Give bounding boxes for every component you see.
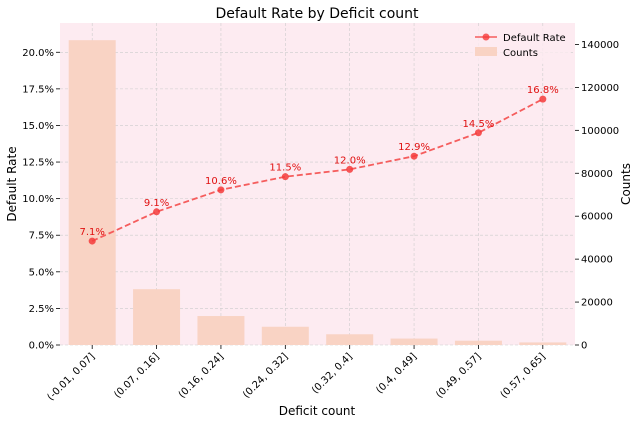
line-point: [346, 165, 354, 173]
line-series: 7.1% 9.1% 10.6% 11.5% 12.0% 12.9% 14.5% 16.8%: [79, 85, 559, 245]
bars: [68, 40, 567, 345]
x-tick-label: (0.07, 0.16]: [112, 351, 161, 400]
data-label: 9.1%: [144, 198, 169, 209]
data-label: 14.5%: [463, 119, 495, 130]
line-point: [88, 237, 96, 245]
y-left-tick-label: 7.5%: [29, 231, 54, 242]
y-left-tick-label: 10.0%: [22, 194, 54, 205]
data-label: 12.9%: [398, 142, 430, 153]
default-rate-line: [91, 98, 544, 242]
y-right-tick-label: 60000: [581, 212, 613, 223]
x-tick-label: (0.32, 0.4]: [310, 351, 355, 396]
line-point: [217, 186, 225, 194]
data-label: 16.8%: [527, 85, 559, 96]
line-point: [410, 152, 418, 160]
data-label: 12.0%: [334, 155, 366, 166]
legend-label-default-rate: Default Rate: [503, 33, 566, 44]
x-tick-label: (0.49, 0.57]: [434, 351, 483, 400]
bar: [390, 338, 438, 345]
bar: [326, 334, 374, 345]
legend-label-counts: Counts: [503, 48, 538, 59]
bar: [197, 316, 245, 345]
y-right-tick-label: 100000: [581, 126, 619, 137]
y-left-tick-label: 12.5%: [22, 158, 54, 169]
y-left-tick-label: 0.0%: [29, 341, 54, 352]
chart-title: Default Rate by Deficit count: [215, 6, 419, 22]
x-tick-label: (0.4, 0.49]: [374, 351, 419, 396]
x-tick-label: (0.16, 0.24]: [177, 351, 226, 400]
bar: [133, 289, 181, 345]
legend-marker-swatch: [482, 33, 490, 41]
data-label: 10.6%: [205, 176, 237, 187]
x-axis-label: Deficit count: [279, 404, 356, 418]
y-left-tick-label: 2.5%: [29, 304, 54, 315]
y-right-tick-label: 80000: [581, 169, 613, 180]
y-axis-left-label: Default Rate: [5, 146, 19, 221]
legend-bar-swatch: [475, 47, 497, 56]
legend: Default Rate Counts: [469, 28, 571, 64]
y-right-tick-label: 140000: [581, 40, 619, 51]
data-label: 11.5%: [269, 163, 301, 174]
y-left-tick-label: 5.0%: [29, 267, 54, 278]
bar: [68, 40, 116, 345]
y-right-tick-label: 20000: [581, 298, 613, 309]
line-point: [474, 129, 482, 137]
line-point: [539, 95, 547, 103]
y-left-tick-label: 17.5%: [22, 84, 54, 95]
bar: [519, 342, 567, 345]
y-axis-right-label: Counts: [619, 163, 633, 205]
line-point: [153, 208, 161, 216]
line-point: [281, 173, 289, 181]
data-label: 7.1%: [79, 227, 104, 238]
y-left-tick-label: 15.0%: [22, 121, 54, 132]
x-tick-label: (-0.01, 0.07]: [45, 351, 97, 403]
y-right-tick-label: 40000: [581, 255, 613, 266]
bar: [261, 326, 309, 345]
x-tick-label: (0.57, 0.65]: [499, 351, 548, 400]
x-tick-label: (0.24, 0.32]: [241, 351, 290, 400]
y-left-tick-label: 20.0%: [22, 48, 54, 59]
bar: [454, 340, 502, 345]
y-right-tick-label: 120000: [581, 83, 619, 94]
y-right-tick-label: 0: [581, 341, 587, 352]
